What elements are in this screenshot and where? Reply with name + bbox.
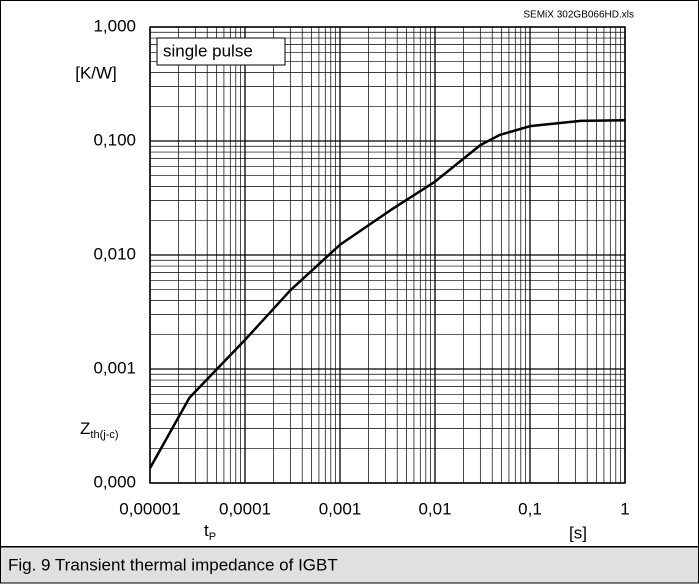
annotation-box <box>156 37 286 66</box>
y-tick-label: 0,010 <box>93 244 136 263</box>
x-tick-label: 0,1 <box>518 499 542 518</box>
x-tick-label: 0,00001 <box>119 499 180 518</box>
caption-bar <box>0 546 699 584</box>
x-axis-label: tP <box>204 521 216 542</box>
x-label-sub: P <box>209 531 216 543</box>
annotation: single pulse <box>163 41 253 60</box>
y-tick-label: 0,000 <box>93 472 136 491</box>
source-label: SEMiX 302GB066HD.xls <box>523 10 634 21</box>
x-tick-label: 0,001 <box>319 499 362 518</box>
data-line <box>148 119 626 469</box>
y-axis-label: Zth(j-c) <box>80 419 119 440</box>
x-tick-label: 0,01 <box>418 499 451 518</box>
x-tick-label: 1 <box>620 499 629 518</box>
x-unit: [s] <box>569 523 587 542</box>
x-tick-label: 0,0001 <box>219 499 271 518</box>
plot-border <box>149 26 626 484</box>
caption: Fig. 9 Transient thermal impedance of IG… <box>8 555 338 574</box>
y-unit: [K/W] <box>75 63 117 82</box>
x-label-main: t <box>204 521 209 540</box>
y-tick-label: 1,000 <box>93 16 136 35</box>
y-label-main: Z <box>80 419 90 438</box>
y-tick-label: 0,100 <box>93 130 136 149</box>
y-label-sub: th(j-c) <box>90 429 118 441</box>
y-tick-label: 0,001 <box>93 358 136 377</box>
